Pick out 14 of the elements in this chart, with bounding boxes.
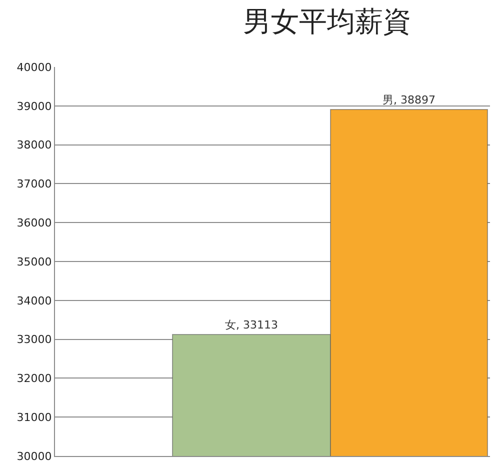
y-tick-label: 39000: [16, 100, 52, 113]
y-tick-label: 38000: [16, 138, 52, 152]
y-tick-label: 32000: [16, 372, 52, 386]
chart-title: 男女平均薪資: [243, 5, 411, 38]
y-tick-label: 37000: [16, 178, 52, 191]
y-tick-label: 31000: [16, 410, 52, 424]
y-tick-label: 36000: [16, 216, 52, 230]
y-tick-label: 33000: [16, 333, 52, 346]
y-tick-label: 35000: [16, 255, 52, 268]
data-label: 女, 33113: [225, 318, 278, 332]
data-label: 男, 38897: [382, 94, 436, 106]
y-tick-label: 34000: [16, 294, 52, 308]
y-tick-label: 40000: [16, 60, 52, 74]
y-tick-label: 30000: [16, 450, 52, 463]
